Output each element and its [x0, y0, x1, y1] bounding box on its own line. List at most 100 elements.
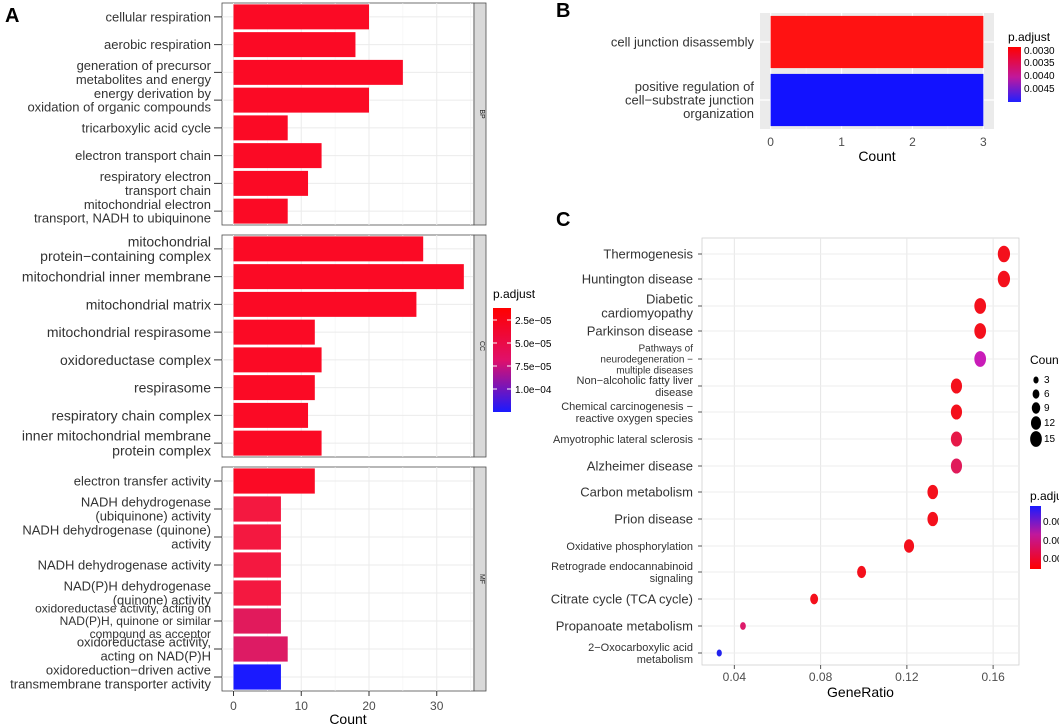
legend-key	[1030, 431, 1042, 447]
facet-strip-bp	[473, 2, 487, 226]
legend-tick-label: 0.0045	[1024, 84, 1055, 95]
x-tick-label: 0	[767, 135, 774, 149]
category-label: positive regulation of	[635, 79, 755, 94]
category-label: disease	[655, 387, 693, 399]
category-label: mitochondrial matrix	[86, 296, 211, 312]
bar	[233, 496, 281, 522]
category-label: respirasome	[134, 380, 211, 396]
category-label: cell junction disassembly	[611, 35, 755, 50]
legend-title: p.adjust	[1030, 489, 1059, 503]
legend-title: p.adjust	[493, 287, 536, 301]
bar	[233, 402, 309, 428]
panel-c-letter: C	[556, 209, 570, 231]
category-label: cell−substrate junction	[625, 93, 754, 108]
category-label: electron transport chain	[75, 148, 211, 163]
category-label: multiple diseases	[616, 366, 693, 377]
x-axis-title: GeneRatio	[827, 684, 894, 700]
point	[927, 511, 939, 527]
bar	[770, 73, 984, 127]
bar	[233, 264, 464, 290]
legend-tick-label: 2.5e−05	[515, 316, 552, 327]
x-tick-label: 0.16	[981, 670, 1005, 684]
category-label: protein complex	[112, 442, 211, 458]
point	[903, 539, 915, 553]
category-label: Diabetic	[646, 291, 693, 306]
legend-key-label: 12	[1044, 418, 1056, 429]
category-label: (quinone) activity	[113, 592, 212, 607]
legend-tick-label: 0.0035	[1024, 58, 1055, 69]
category-label: metabolites and energy	[76, 72, 212, 87]
facet-strip-label: BP	[478, 109, 485, 119]
category-label: Thermogenesis	[603, 247, 693, 262]
bar	[233, 468, 315, 494]
category-label: Pathways of	[639, 344, 694, 355]
bar	[233, 524, 281, 550]
category-label: transport chain	[125, 183, 211, 198]
point	[927, 484, 939, 500]
category-label: Non−alcoholic fatty liver	[577, 375, 694, 387]
legend-tick-label: 0.0030	[1024, 46, 1055, 57]
category-label: acting on NAD(P)H	[100, 648, 211, 663]
legend-key	[1030, 416, 1042, 430]
bar	[233, 236, 424, 262]
category-label: Amyotrophic lateral sclerosis	[553, 434, 693, 446]
point	[997, 270, 1011, 288]
legend-key-label: 6	[1044, 389, 1050, 400]
bar	[233, 32, 356, 58]
bar	[233, 87, 369, 113]
bar	[233, 319, 315, 345]
point	[810, 593, 819, 605]
category-label: oxidoreductase complex	[60, 352, 211, 368]
x-tick-label: 30	[430, 699, 444, 713]
panel-b-letter: B	[556, 0, 570, 22]
category-label: generation of precursor	[77, 58, 212, 73]
category-label: Huntington disease	[582, 272, 693, 287]
bar	[233, 143, 322, 169]
category-label: cellular respiration	[106, 9, 212, 24]
category-label: Carbon metabolism	[580, 485, 693, 500]
x-tick-label: 1	[838, 135, 845, 149]
category-label: aerobic respiration	[104, 37, 211, 52]
category-label: electron transfer activity	[74, 474, 212, 489]
point	[740, 622, 746, 630]
category-label: inner mitochondrial membrane	[22, 428, 211, 444]
point	[974, 351, 987, 367]
bar	[233, 636, 288, 662]
category-label: oxidoreductase activity, acting on	[35, 602, 211, 616]
category-label: NAD(P)H, quinone or similar	[60, 614, 211, 628]
bar	[233, 291, 417, 317]
category-label: compound as acceptor	[90, 627, 211, 641]
bar	[233, 170, 309, 196]
category-label: transport, NADH to ubiquinone	[34, 211, 211, 226]
bar	[770, 15, 984, 69]
category-label: Citrate cycle (TCA cycle)	[551, 592, 693, 607]
x-tick-label: 3	[980, 135, 987, 149]
x-tick-label: 0	[230, 699, 237, 713]
legend-key	[1033, 376, 1039, 384]
category-label: Parkinson disease	[587, 324, 693, 339]
legend-title: Count	[1030, 353, 1059, 367]
category-label: NAD(P)H dehydrogenase	[64, 579, 211, 594]
category-label: oxidation of organic compounds	[27, 100, 211, 115]
x-tick-label: 20	[362, 699, 376, 713]
legend-tick-label: 0.006	[1043, 536, 1059, 547]
category-label: transmembrane transporter activity	[10, 676, 211, 691]
category-label: respiratory chain complex	[51, 407, 211, 423]
legend-title: p.adjust	[1008, 30, 1051, 44]
category-label: reactive oxygen species	[576, 413, 694, 425]
panel-a-letter: A	[5, 5, 19, 27]
category-label: NADH dehydrogenase	[81, 495, 211, 510]
facet-strip-mf	[473, 466, 487, 692]
x-axis-title: Count	[329, 711, 366, 727]
x-tick-label: 0.08	[809, 670, 833, 684]
legend-tick-label: 0.009	[1043, 517, 1059, 528]
category-label: Chemical carcinogenesis −	[561, 401, 693, 413]
bar	[233, 4, 369, 30]
legend-colorbar	[493, 308, 511, 412]
x-tick-label: 0.04	[723, 670, 747, 684]
bar	[233, 664, 281, 690]
facet-strip-cc	[473, 234, 487, 458]
point	[950, 458, 963, 474]
category-label: Retrograde endocannabinoid	[551, 561, 693, 573]
legend-key-label: 15	[1044, 434, 1056, 445]
